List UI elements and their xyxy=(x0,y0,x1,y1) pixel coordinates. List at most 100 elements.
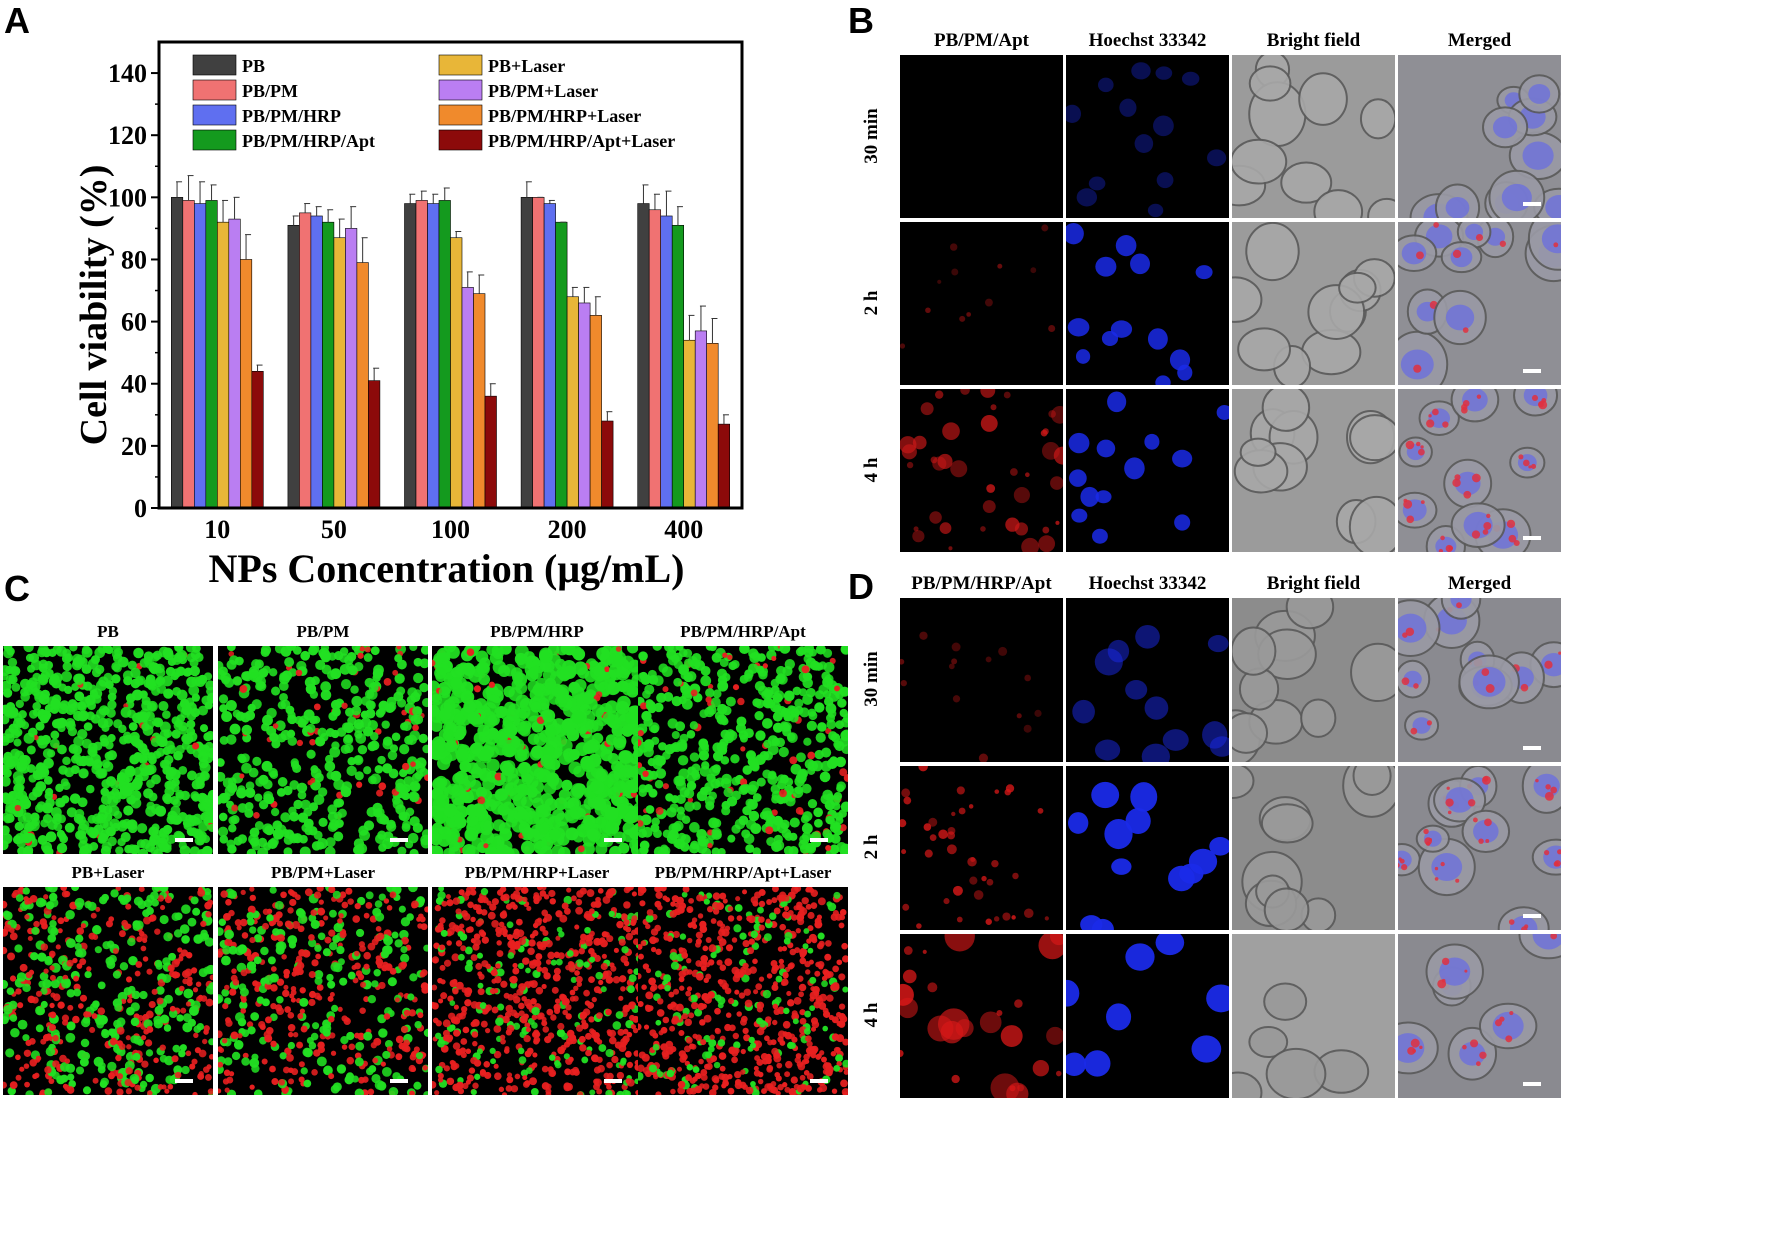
bar xyxy=(473,293,486,509)
live-dead-image xyxy=(638,887,848,1095)
condition-label: PB/PM/HRP+Laser xyxy=(464,863,610,882)
condition-label: PB+Laser xyxy=(71,863,145,882)
row-label: 2 h xyxy=(861,834,882,860)
x-tick-label: 10 xyxy=(204,515,230,544)
scale-bar xyxy=(1523,1082,1541,1086)
panel-letter-b: B xyxy=(848,0,874,41)
row-label: 30 min xyxy=(861,651,882,707)
legend-swatch xyxy=(192,129,237,151)
condition-label: PB/PM+Laser xyxy=(270,863,376,882)
column-title: PB/PM/Apt xyxy=(934,30,1029,51)
red-channel-image xyxy=(900,389,1063,552)
bar xyxy=(520,197,533,509)
bright-field-image xyxy=(1232,934,1395,1098)
live-dead-image xyxy=(3,646,213,854)
bar xyxy=(182,200,195,509)
bar xyxy=(217,221,230,509)
bright-field-image xyxy=(1232,766,1395,930)
bar xyxy=(555,221,568,509)
scale-bar xyxy=(1523,202,1541,206)
bar xyxy=(287,224,300,509)
legend-swatch xyxy=(192,104,237,126)
legend-label: PB/PM/HRP xyxy=(242,106,341,126)
legend-label: PB/PM xyxy=(242,81,298,101)
bar xyxy=(660,215,673,509)
red-channel-image xyxy=(900,222,1063,385)
panel-letter-a: A xyxy=(4,0,30,41)
bar xyxy=(322,221,335,509)
bright-field-image xyxy=(1232,389,1395,552)
y-tick-label: 120 xyxy=(108,121,147,150)
red-channel-image xyxy=(900,934,1063,1098)
legend-swatch xyxy=(192,79,237,101)
scale-bar xyxy=(1523,746,1541,750)
live-dead-image xyxy=(218,646,428,854)
bar xyxy=(415,200,428,509)
live-dead-image xyxy=(638,646,848,854)
bar xyxy=(566,296,579,509)
bar xyxy=(671,224,685,509)
panel-letter-c: C xyxy=(4,568,30,609)
red-channel-image xyxy=(900,55,1063,218)
bar xyxy=(589,315,602,509)
bar xyxy=(461,287,474,509)
red-channel-image xyxy=(900,598,1063,762)
row-label: 2 h xyxy=(861,290,882,315)
column-title: Bright field xyxy=(1266,573,1361,594)
y-tick-label: 140 xyxy=(108,59,147,88)
live-dead-image xyxy=(432,646,642,854)
legend-swatch xyxy=(438,129,483,151)
bar xyxy=(438,200,451,509)
hoechst-image xyxy=(1066,598,1229,762)
scale-bar xyxy=(390,1079,408,1083)
hoechst-image xyxy=(1066,55,1229,218)
bar xyxy=(717,423,731,509)
scale-bar xyxy=(810,1079,828,1083)
bar xyxy=(637,203,650,509)
bar xyxy=(205,200,218,509)
scale-bar xyxy=(390,838,408,842)
legend-label: PB/PM/HRP+Laser xyxy=(488,106,641,126)
scale-bar xyxy=(1523,536,1541,540)
column-title: Hoechst 33342 xyxy=(1088,30,1207,51)
bar xyxy=(251,371,264,509)
y-tick-label: 20 xyxy=(121,432,147,461)
bar xyxy=(310,215,323,509)
legend-label: PB xyxy=(242,56,265,76)
column-title: PB/PM/HRP/Apt xyxy=(911,573,1052,594)
bar xyxy=(240,259,253,509)
column-title: Merged xyxy=(1447,573,1512,594)
condition-label: PB/PM/HRP/Apt+Laser xyxy=(654,863,832,882)
y-tick-label: 100 xyxy=(108,183,147,212)
bar xyxy=(345,228,358,509)
legend-label: PB/PM/HRP/Apt+Laser xyxy=(488,131,675,151)
panel-letter-d: D xyxy=(848,566,874,607)
bar xyxy=(333,237,346,509)
bar xyxy=(171,197,184,509)
scale-bar xyxy=(604,838,622,842)
live-dead-image xyxy=(432,887,642,1095)
live-dead-image xyxy=(3,887,213,1095)
bar xyxy=(450,237,463,509)
y-tick-label: 0 xyxy=(134,494,147,523)
merged-image xyxy=(1398,766,1561,930)
condition-label: PB xyxy=(97,622,119,641)
scale-bar xyxy=(604,1079,622,1083)
bar xyxy=(356,262,369,509)
bright-field-image xyxy=(1232,598,1395,762)
legend-swatch xyxy=(438,79,483,101)
row-label: 30 min xyxy=(861,107,882,164)
merged-image xyxy=(1398,55,1561,218)
legend-swatch xyxy=(438,104,483,126)
red-channel-image xyxy=(900,766,1063,930)
scale-bar xyxy=(1523,914,1541,918)
legend-label: PB+Laser xyxy=(488,56,565,76)
bar xyxy=(532,197,545,509)
x-axis-label: NPs Concentration (μg/mL) xyxy=(209,546,685,591)
column-title: Hoechst 33342 xyxy=(1088,573,1207,594)
bar xyxy=(404,203,417,509)
merged-image xyxy=(1398,389,1561,552)
bar xyxy=(706,343,719,509)
scale-bar xyxy=(1523,369,1541,373)
condition-label: PB/PM/HRP/Apt xyxy=(680,622,806,641)
